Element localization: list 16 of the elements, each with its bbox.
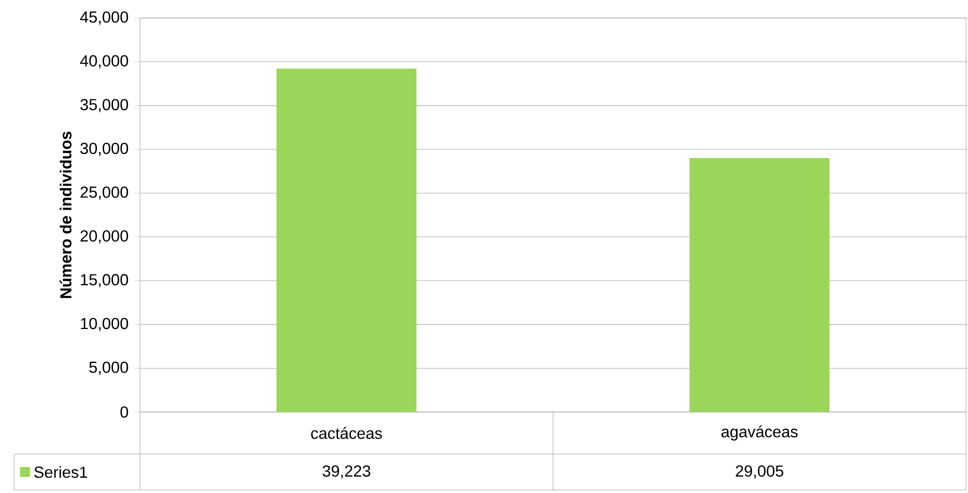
y-tick-label: 10,000 (80, 318, 128, 332)
x-tick-label: cactáceas (311, 427, 382, 439)
y-tick-label: 25,000 (80, 186, 128, 200)
data-label: 39,223 (322, 465, 370, 479)
y-tick-label: 35,000 (80, 98, 128, 112)
y-tick-label: 20,000 (80, 230, 128, 244)
y-tick-label: 15,000 (80, 274, 128, 288)
data-label: 29,005 (736, 465, 784, 479)
y-tick-label: 40,000 (80, 55, 128, 68)
y-tick-label: 5,000 (89, 362, 128, 375)
legend-label: Series1 (34, 466, 88, 478)
x-tick-label: agaváceas (721, 425, 798, 441)
y-tick-label: 0 (120, 406, 128, 418)
y-tick-label: 30,000 (80, 142, 128, 156)
y-tick-label: 45,000 (80, 11, 128, 25)
y-axis-title: Número de individuos (60, 132, 72, 298)
